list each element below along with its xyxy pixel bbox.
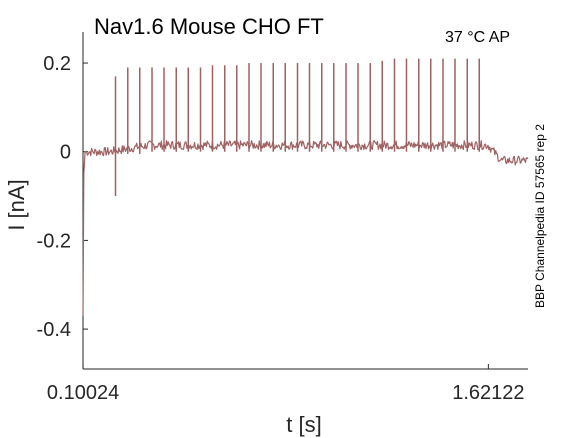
x-ticks: 0.10024 1.62122 xyxy=(47,364,525,404)
y-tick-label: -0.4 xyxy=(37,319,71,341)
conditions-label: 37 °C AP xyxy=(445,29,510,46)
x-tick-label: 0.10024 xyxy=(47,382,119,404)
y-tick-label: 0.2 xyxy=(43,53,71,75)
spikes xyxy=(114,58,480,197)
side-label: BBP Channelpedia ID 57565 rep 2 xyxy=(533,124,547,308)
y-ticks: 0.2 0 -0.2 -0.4 xyxy=(37,53,88,341)
chart-title: Nav1.6 Mouse CHO FT xyxy=(94,14,324,39)
x-tick-label: 1.62122 xyxy=(452,382,524,404)
x-axis-label: t [s] xyxy=(286,412,321,437)
y-axis-label: I [nA] xyxy=(4,179,29,230)
y-tick-label: 0 xyxy=(60,142,71,164)
axes xyxy=(82,32,528,370)
y-tick-label: -0.2 xyxy=(37,230,71,252)
current-trace xyxy=(82,140,529,316)
